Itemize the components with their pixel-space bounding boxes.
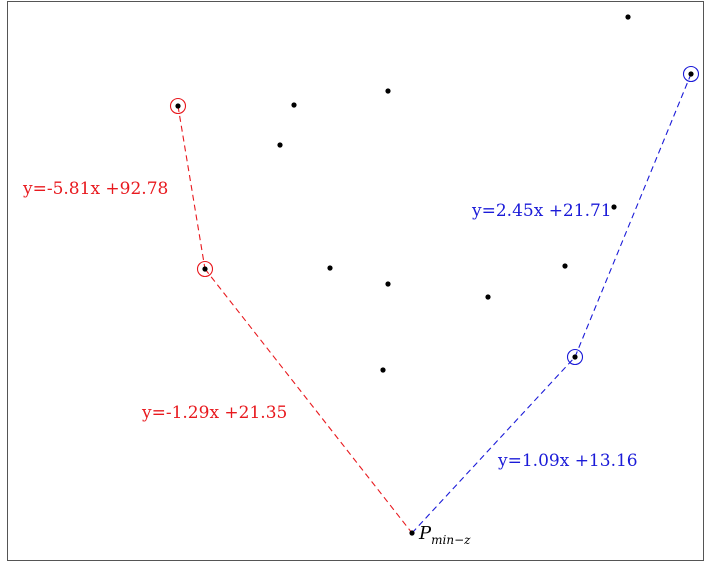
right-upper-equation-label: y=2.45x +21.71 xyxy=(471,201,612,221)
point xyxy=(485,294,491,300)
left-lower-equation-label: y=-1.29x +21.35 xyxy=(141,403,287,423)
left-upper-segment xyxy=(177,105,206,270)
right-chain xyxy=(411,73,692,534)
point xyxy=(291,102,297,108)
point-pmin xyxy=(409,530,415,536)
point xyxy=(327,265,333,271)
point xyxy=(611,204,617,210)
point xyxy=(572,354,578,360)
left-upper-equation-label: y=-5.81x +92.78 xyxy=(22,179,168,199)
pmin-label-subscript: min−z xyxy=(431,533,471,547)
left-lower-segment xyxy=(204,268,413,534)
point xyxy=(175,103,181,109)
right-upper-segment xyxy=(574,73,692,358)
right-lower-segment xyxy=(411,356,576,534)
left-hull-vertex-marker xyxy=(196,260,214,278)
point xyxy=(277,142,283,148)
point xyxy=(625,14,631,20)
right-hull-vertex-marker xyxy=(682,65,700,83)
right-lower-equation-label: y=1.09x +13.16 xyxy=(497,451,638,471)
right-hull-vertex-marker xyxy=(566,348,584,366)
point xyxy=(202,266,208,272)
left-hull-vertex-marker xyxy=(169,97,187,115)
point xyxy=(562,263,568,269)
point-set xyxy=(175,14,694,536)
pmin-label: Pmin−z xyxy=(418,523,471,547)
point xyxy=(380,367,386,373)
pmin-label-main: P xyxy=(418,523,432,544)
point xyxy=(688,71,694,77)
left-chain xyxy=(177,105,413,534)
point xyxy=(385,281,391,287)
diagram-frame xyxy=(7,1,704,561)
point xyxy=(385,88,391,94)
